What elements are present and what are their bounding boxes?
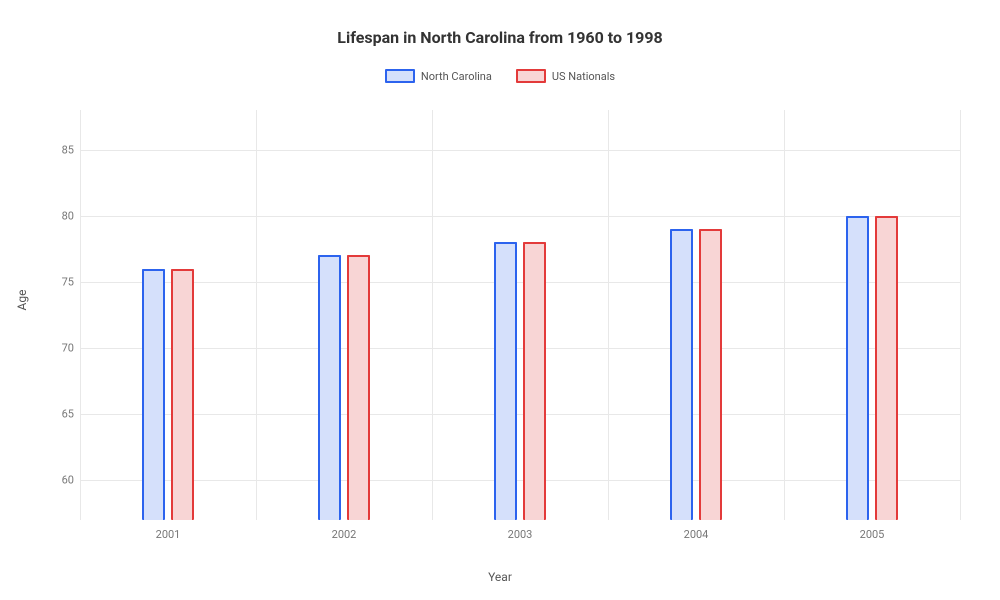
x-tick-label: 2005 (860, 528, 885, 541)
chart-title: Lifespan in North Carolina from 1960 to … (0, 0, 1000, 47)
vgridline (960, 110, 961, 520)
vgridline (432, 110, 433, 520)
plot-area: 60657075808520012002200320042005 (80, 110, 960, 520)
bar (875, 216, 898, 520)
chart-container: Lifespan in North Carolina from 1960 to … (0, 0, 1000, 600)
y-tick-label: 70 (50, 342, 74, 355)
legend-label-us: US Nationals (552, 70, 615, 83)
vgridline (256, 110, 257, 520)
legend-item-us: US Nationals (516, 69, 615, 83)
y-axis-label: Age (15, 290, 29, 311)
gridline (80, 216, 960, 217)
legend-swatch-nc (385, 69, 415, 83)
gridline (80, 282, 960, 283)
legend-label-nc: North Carolina (421, 70, 492, 83)
bar (494, 242, 517, 520)
x-tick-label: 2002 (332, 528, 357, 541)
legend: North Carolina US Nationals (0, 69, 1000, 83)
x-tick-label: 2003 (508, 528, 533, 541)
gridline (80, 414, 960, 415)
bar (523, 242, 546, 520)
bar (670, 229, 693, 520)
legend-swatch-us (516, 69, 546, 83)
y-tick-label: 80 (50, 209, 74, 222)
x-axis-label: Year (488, 570, 512, 584)
y-tick-label: 65 (50, 408, 74, 421)
legend-item-nc: North Carolina (385, 69, 492, 83)
bar (142, 269, 165, 520)
gridline (80, 480, 960, 481)
bar (318, 255, 341, 520)
y-tick-label: 60 (50, 474, 74, 487)
y-tick-label: 75 (50, 275, 74, 288)
bar (171, 269, 194, 520)
gridline (80, 348, 960, 349)
gridline (80, 150, 960, 151)
bar (347, 255, 370, 520)
vgridline (80, 110, 81, 520)
x-tick-label: 2001 (156, 528, 181, 541)
bar (699, 229, 722, 520)
bar (846, 216, 869, 520)
x-tick-label: 2004 (684, 528, 709, 541)
vgridline (784, 110, 785, 520)
vgridline (608, 110, 609, 520)
y-tick-label: 85 (50, 143, 74, 156)
